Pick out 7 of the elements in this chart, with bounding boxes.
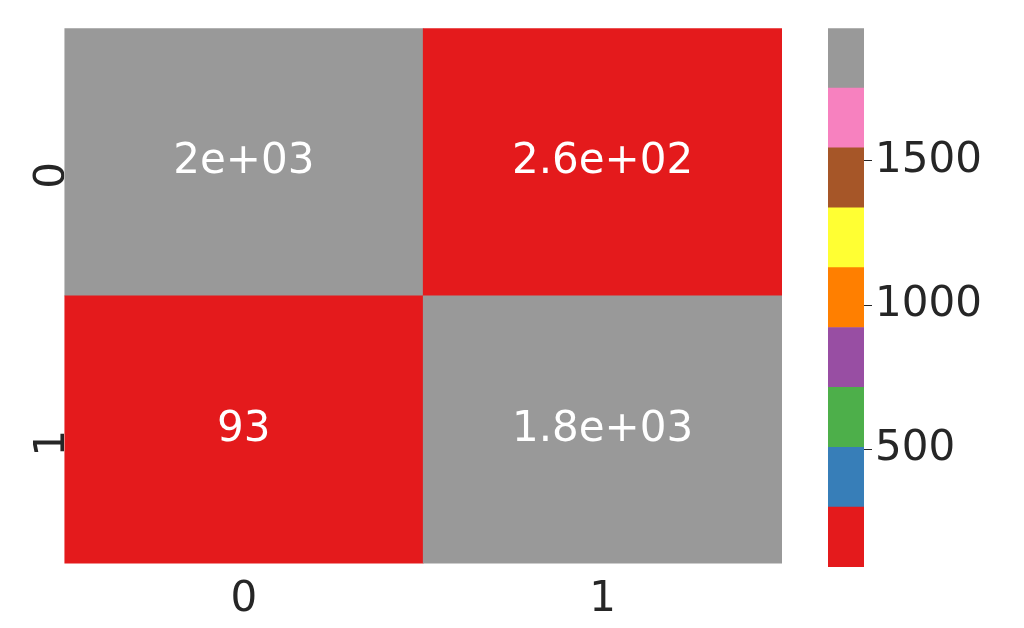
color-bar-label: 1000 xyxy=(875,277,982,327)
color-bar-label: 1500 xyxy=(875,132,982,182)
data-label: 93 xyxy=(217,401,271,451)
data-label: 1.8e+03 xyxy=(511,401,694,451)
data-label: 2.6e+02 xyxy=(511,133,694,183)
data-label: 2e+03 xyxy=(173,133,315,183)
color-bar-label: 500 xyxy=(875,421,956,471)
